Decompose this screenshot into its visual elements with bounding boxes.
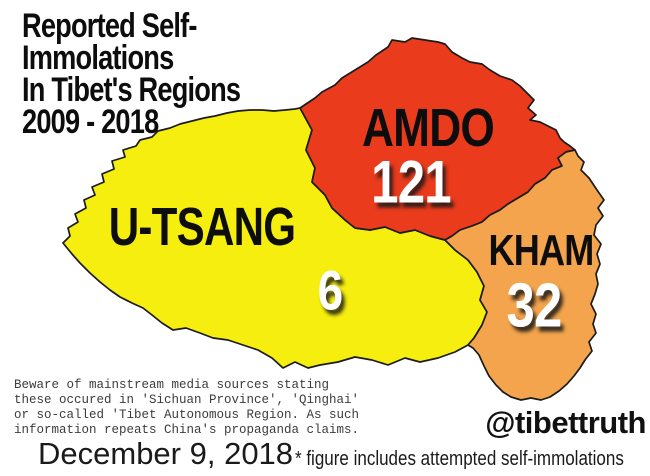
title-line-1: Reported Self- — [22, 7, 197, 45]
asterisk-footnote: * figure includes attempted self-immolat… — [295, 448, 624, 470]
region-value-kham: 32 — [506, 271, 563, 341]
infographic-title: Reported Self- Immolations In Tibet's Re… — [22, 7, 241, 141]
region-value-u-tsang: 6 — [317, 258, 344, 322]
twitter-handle: @tibettruth — [485, 405, 646, 440]
region-label-kham: KHAM — [488, 226, 595, 275]
disclaimer-line-4: information repeats China's propaganda c… — [14, 423, 360, 437]
disclaimer-line-2: these occured in 'Sichuan Province', 'Qi… — [14, 393, 360, 407]
disclaimer-line-1: Beware of mainstream media sources stati… — [14, 378, 330, 392]
disclaimer-line-3: or so-called 'Tibet Autonomous Region. A… — [14, 408, 360, 422]
region-value-amdo: 121 — [371, 148, 451, 216]
region-kham — [444, 149, 605, 401]
region-label-u-tsang: U-TSANG — [108, 197, 296, 257]
title-line-4: 2009 - 2018 — [22, 103, 159, 141]
title-line-2: Immolations — [22, 39, 174, 77]
region-label-amdo: AMDO — [361, 98, 495, 158]
media-disclaimer: Beware of mainstream media sources stati… — [14, 378, 359, 438]
title-line-3: In Tibet's Regions — [22, 71, 241, 109]
publication-date: December 9, 2018 — [38, 436, 294, 471]
region-amdo — [299, 37, 576, 241]
